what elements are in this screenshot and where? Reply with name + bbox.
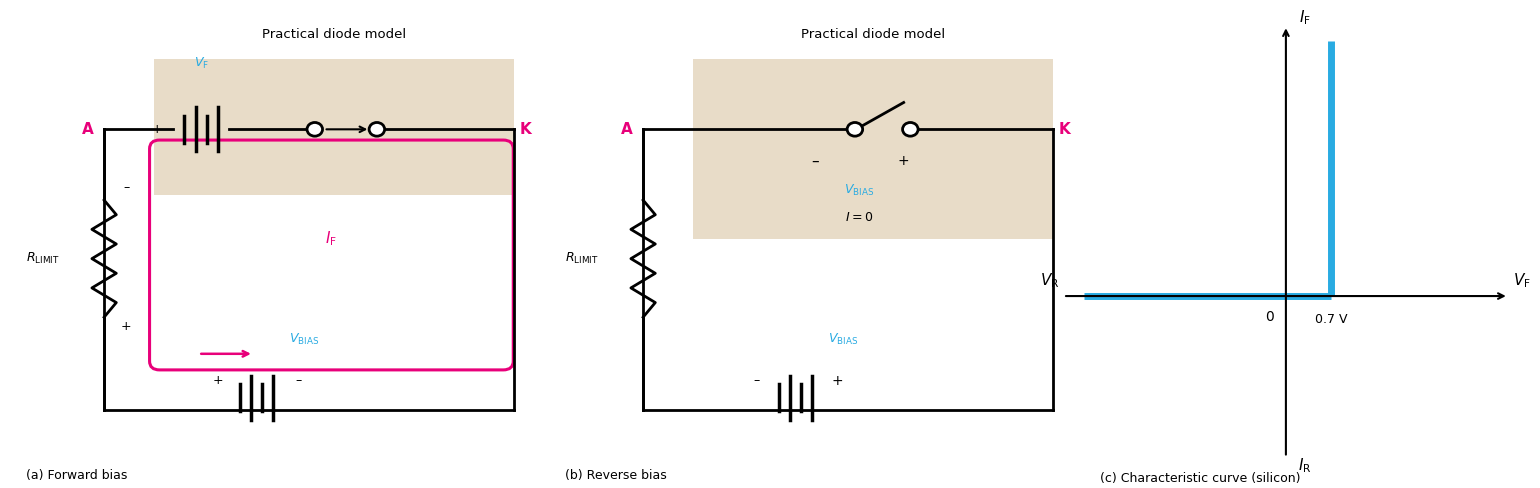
- Text: (c) Characteristic curve (silicon): (c) Characteristic curve (silicon): [1100, 472, 1301, 485]
- Text: Practical diode model: Practical diode model: [801, 28, 946, 41]
- Text: –: –: [296, 374, 302, 387]
- Text: A: A: [621, 122, 633, 137]
- Text: 0: 0: [1266, 310, 1275, 324]
- Text: (b) Reverse bias: (b) Reverse bias: [565, 469, 667, 482]
- Text: A: A: [82, 122, 94, 137]
- Bar: [154, 59, 514, 195]
- Text: $I_{\mathsf{F}}$: $I_{\mathsf{F}}$: [1298, 8, 1311, 27]
- Text: $V_{\mathsf{BIAS}}$: $V_{\mathsf{BIAS}}$: [844, 183, 875, 198]
- Circle shape: [306, 122, 322, 136]
- Text: $V_{\mathsf{BIAS}}$: $V_{\mathsf{BIAS}}$: [288, 332, 319, 346]
- Text: +: +: [213, 374, 223, 387]
- Text: –: –: [242, 123, 248, 136]
- Text: $V_{\mathsf{R}}$: $V_{\mathsf{R}}$: [1040, 271, 1060, 290]
- Circle shape: [847, 122, 862, 136]
- Circle shape: [370, 122, 385, 136]
- Text: $V_{\mathsf{F}}$: $V_{\mathsf{F}}$: [1512, 271, 1531, 290]
- Text: 0.7 V: 0.7 V: [1315, 313, 1348, 326]
- Text: $I_{\mathsf{R}}$: $I_{\mathsf{R}}$: [1298, 456, 1311, 474]
- Bar: [693, 59, 1053, 239]
- Circle shape: [902, 122, 918, 136]
- Text: $I_{\mathsf{F}}$: $I_{\mathsf{F}}$: [325, 230, 337, 248]
- Text: +: +: [832, 374, 842, 387]
- Text: $V_{\mathsf{F}}$: $V_{\mathsf{F}}$: [194, 56, 208, 71]
- Text: +: +: [898, 154, 910, 168]
- Text: (a) Forward bias: (a) Forward bias: [26, 469, 128, 482]
- Text: +: +: [122, 321, 131, 333]
- Text: K: K: [519, 122, 531, 137]
- Text: $V_{\mathsf{BIAS}}$: $V_{\mathsf{BIAS}}$: [827, 332, 858, 346]
- Text: –: –: [753, 374, 759, 387]
- Text: +: +: [151, 123, 162, 136]
- Text: –: –: [123, 182, 129, 194]
- Text: $I = 0$: $I = 0$: [845, 211, 873, 224]
- Text: K: K: [1058, 122, 1070, 137]
- Text: $R_{\mathsf{LIMIT}}$: $R_{\mathsf{LIMIT}}$: [26, 251, 60, 266]
- Text: Practical diode model: Practical diode model: [262, 28, 407, 41]
- Text: $R_{\mathsf{LIMIT}}$: $R_{\mathsf{LIMIT}}$: [565, 251, 599, 266]
- Text: –: –: [812, 154, 819, 168]
